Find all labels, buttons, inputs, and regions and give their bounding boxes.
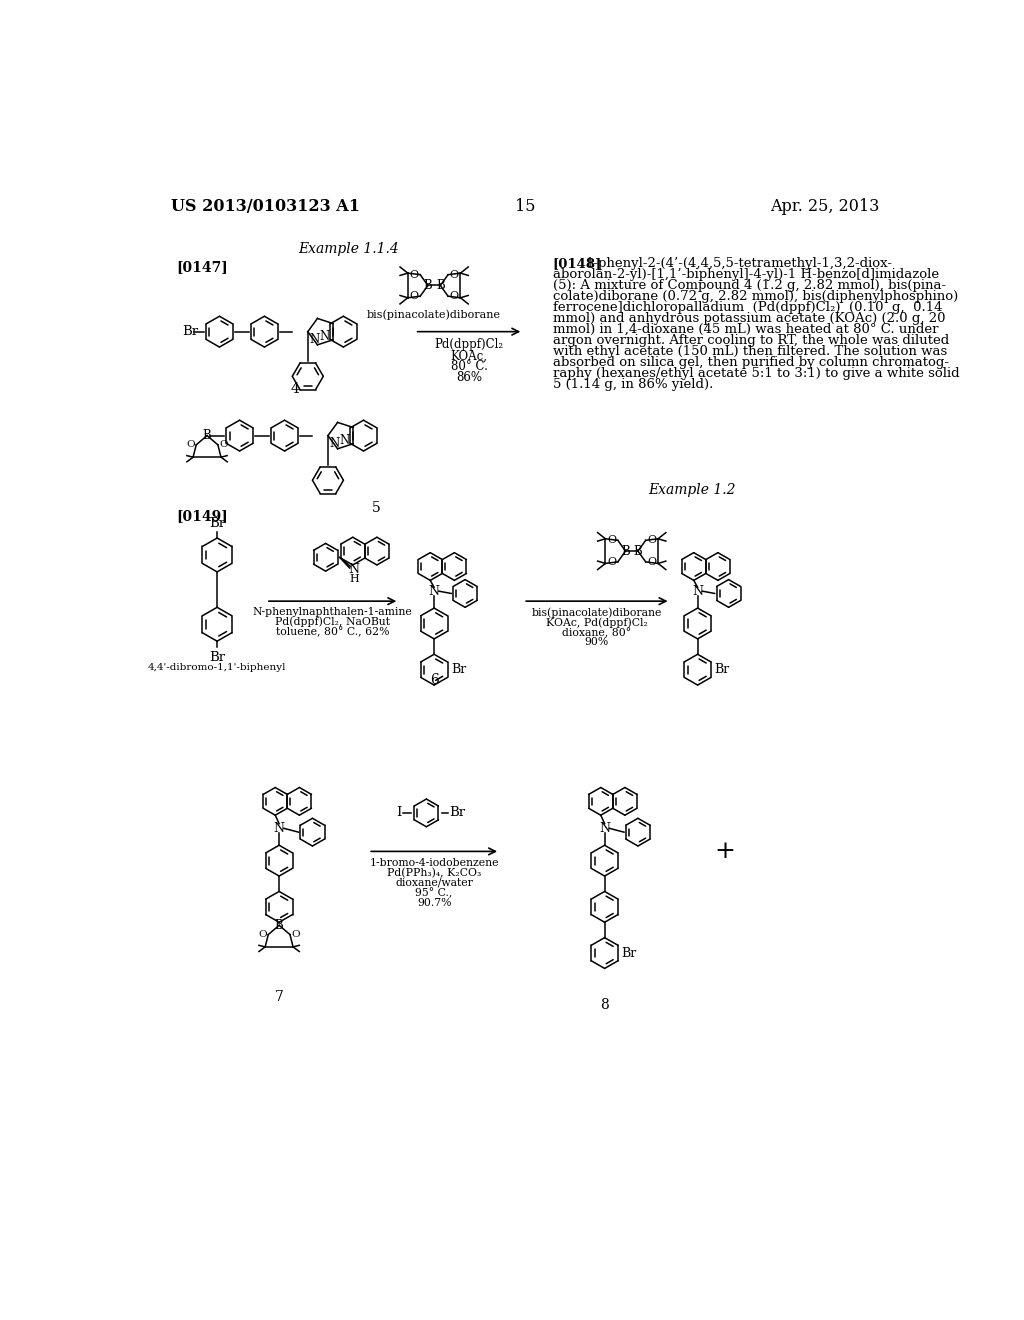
Text: Br: Br — [450, 807, 466, 820]
Text: dioxane/water: dioxane/water — [395, 878, 473, 887]
Text: N: N — [309, 333, 319, 346]
Text: 86%: 86% — [456, 371, 482, 384]
Text: 8: 8 — [600, 998, 609, 1011]
Text: N: N — [339, 434, 349, 447]
Text: Br: Br — [209, 651, 225, 664]
Text: bis(pinacolate)diborane: bis(pinacolate)diborane — [368, 309, 501, 319]
Text: absorbed on silica gel, then purified by column chromatog-: absorbed on silica gel, then purified by… — [553, 356, 948, 370]
Text: colate)diborane (0.72 g, 2.82 mmol), bis(diphenylphosphino): colate)diborane (0.72 g, 2.82 mmol), bis… — [553, 290, 957, 304]
Text: 80° C.: 80° C. — [451, 360, 487, 374]
Text: +: + — [715, 840, 735, 863]
Text: dioxane, 80°: dioxane, 80° — [562, 627, 632, 638]
Text: O: O — [292, 931, 300, 939]
Text: Br: Br — [452, 663, 466, 676]
Text: 90.7%: 90.7% — [417, 898, 452, 908]
Text: 4,4'-dibromo-1,1'-biphenyl: 4,4'-dibromo-1,1'-biphenyl — [147, 663, 287, 672]
Text: Apr. 25, 2013: Apr. 25, 2013 — [770, 198, 880, 215]
Text: O: O — [186, 441, 195, 449]
Text: O: O — [450, 269, 459, 280]
Text: O: O — [607, 557, 616, 566]
Text: O: O — [607, 536, 616, 545]
Text: N: N — [599, 822, 610, 834]
Text: mmol) in 1,4-dioxane (45 mL) was heated at 80° C. under: mmol) in 1,4-dioxane (45 mL) was heated … — [553, 323, 938, 337]
Text: 7: 7 — [274, 990, 284, 1005]
Text: B: B — [274, 919, 284, 932]
Text: B: B — [436, 279, 444, 292]
Text: 95° C.,: 95° C., — [416, 887, 453, 898]
Text: 15: 15 — [514, 198, 536, 215]
Text: N: N — [319, 330, 330, 343]
Text: N: N — [429, 585, 439, 598]
Text: Pd(dppf)Cl₂, NaOBut: Pd(dppf)Cl₂, NaOBut — [275, 616, 390, 627]
Text: B: B — [424, 279, 432, 292]
Text: N-phenylnaphthalen-1-amine: N-phenylnaphthalen-1-amine — [253, 607, 413, 616]
Text: [0148]: [0148] — [553, 257, 602, 271]
Text: N: N — [692, 585, 703, 598]
Text: [0147]: [0147] — [176, 260, 227, 275]
Text: 5: 5 — [372, 502, 380, 515]
Text: 1-phenyl-2-(4’-(4,4,5,5-tetramethyl-1,3,2-diox-: 1-phenyl-2-(4’-(4,4,5,5-tetramethyl-1,3,… — [586, 257, 892, 271]
Text: N: N — [273, 822, 285, 834]
Text: with ethyl acetate (150 mL) then filtered. The solution was: with ethyl acetate (150 mL) then filtere… — [553, 345, 947, 358]
Text: 4: 4 — [290, 381, 299, 396]
Text: Pd(dppf)Cl₂: Pd(dppf)Cl₂ — [434, 338, 504, 351]
Text: B: B — [203, 429, 211, 442]
Text: argon overnight. After cooling to RT, the whole was diluted: argon overnight. After cooling to RT, th… — [553, 334, 949, 347]
Text: Br: Br — [182, 325, 199, 338]
Text: KOAc, Pd(dppf)Cl₂: KOAc, Pd(dppf)Cl₂ — [546, 618, 648, 628]
Text: O: O — [647, 536, 656, 545]
Text: I: I — [396, 807, 401, 820]
Text: 90%: 90% — [585, 638, 609, 647]
Text: O: O — [647, 557, 656, 566]
Text: N: N — [330, 437, 340, 450]
Text: (5): A mixture of Compound 4 (1.2 g, 2.82 mmol), bis(pina-: (5): A mixture of Compound 4 (1.2 g, 2.8… — [553, 279, 946, 292]
Text: raphy (hexanes/ethyl acetate 5:1 to 3:1) to give a white solid: raphy (hexanes/ethyl acetate 5:1 to 3:1)… — [553, 367, 959, 380]
Text: O: O — [410, 269, 419, 280]
Text: toluene, 80° C., 62%: toluene, 80° C., 62% — [275, 627, 389, 638]
Text: O: O — [219, 441, 228, 449]
Text: O: O — [450, 292, 459, 301]
Text: Br: Br — [209, 516, 225, 529]
Text: O: O — [258, 931, 266, 939]
Text: mmol) and anhydrous potassium acetate (KOAc) (2.0 g, 20: mmol) and anhydrous potassium acetate (K… — [553, 312, 945, 325]
Text: ferrocene]dichloropalladium  (Pd(dppf)Cl₂)  (0.10  g,  0.14: ferrocene]dichloropalladium (Pd(dppf)Cl₂… — [553, 301, 942, 314]
Text: [0149]: [0149] — [176, 508, 227, 523]
Text: H: H — [349, 574, 359, 583]
Text: bis(pinacolate)diborane: bis(pinacolate)diborane — [531, 607, 663, 618]
Text: Br: Br — [622, 946, 637, 960]
Text: B: B — [622, 545, 630, 557]
Text: B: B — [634, 545, 642, 557]
Text: Example 1.1.4: Example 1.1.4 — [299, 242, 399, 256]
Text: aborolan-2-yl)-[1,1’-biphenyl]-4-yl)-1 H-benzo[d]imidazole: aborolan-2-yl)-[1,1’-biphenyl]-4-yl)-1 H… — [553, 268, 939, 281]
Text: US 2013/0103123 A1: US 2013/0103123 A1 — [171, 198, 359, 215]
Text: Example 1.2: Example 1.2 — [648, 483, 736, 498]
Text: 1-bromo-4-iodobenzene: 1-bromo-4-iodobenzene — [370, 858, 499, 867]
Text: O: O — [410, 292, 419, 301]
Text: Br: Br — [715, 663, 730, 676]
Text: 5 (1.14 g, in 86% yield).: 5 (1.14 g, in 86% yield). — [553, 378, 713, 391]
Text: 6: 6 — [430, 673, 438, 686]
Text: Pd(PPh₃)₄, K₂CO₃: Pd(PPh₃)₄, K₂CO₃ — [387, 867, 481, 878]
Text: N: N — [349, 564, 359, 576]
Text: KOAc,: KOAc, — [451, 350, 487, 363]
